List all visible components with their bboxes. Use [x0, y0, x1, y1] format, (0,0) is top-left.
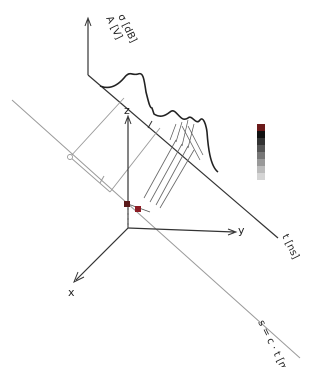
peak-hatch — [169, 119, 195, 149]
scale-bar-swatch — [257, 159, 265, 166]
projection-lines — [143, 125, 204, 209]
t-axis-tick — [147, 120, 153, 129]
y-axis-line — [127, 227, 235, 233]
scale-bar-swatch — [257, 152, 265, 159]
z-axis-arrow — [124, 114, 132, 125]
s-axis-label: s = c · t [m] — [255, 318, 291, 367]
scale-bar-swatch — [257, 166, 265, 173]
x-axis-arrow — [73, 271, 85, 284]
time-axis-label: t [ns] — [279, 232, 301, 261]
greyscale-scale-bar — [257, 124, 265, 180]
z-axis-label: z — [124, 104, 130, 117]
y-axis-arrow — [227, 228, 238, 236]
scale-bar-swatch — [257, 131, 265, 138]
target-marker-red — [135, 206, 141, 212]
x-axis-label: x — [68, 286, 75, 299]
connector-node — [67, 154, 73, 160]
t-axis-line — [87, 74, 279, 239]
scale-bar-swatch — [257, 145, 265, 152]
waveform-trace — [99, 72, 219, 173]
scale-bar-swatch — [257, 173, 265, 180]
connector-line — [69, 97, 125, 158]
scale-bar-swatch — [257, 124, 265, 131]
y-axis-label: y — [238, 224, 245, 237]
s-axis-tick — [99, 175, 105, 184]
x-axis-line — [75, 227, 129, 281]
scale-bar-swatch — [257, 138, 265, 145]
target-marker-dark — [124, 201, 130, 207]
connector-line — [69, 156, 111, 193]
connector-line — [109, 127, 161, 193]
amplitude-axis-arrow — [84, 16, 92, 27]
